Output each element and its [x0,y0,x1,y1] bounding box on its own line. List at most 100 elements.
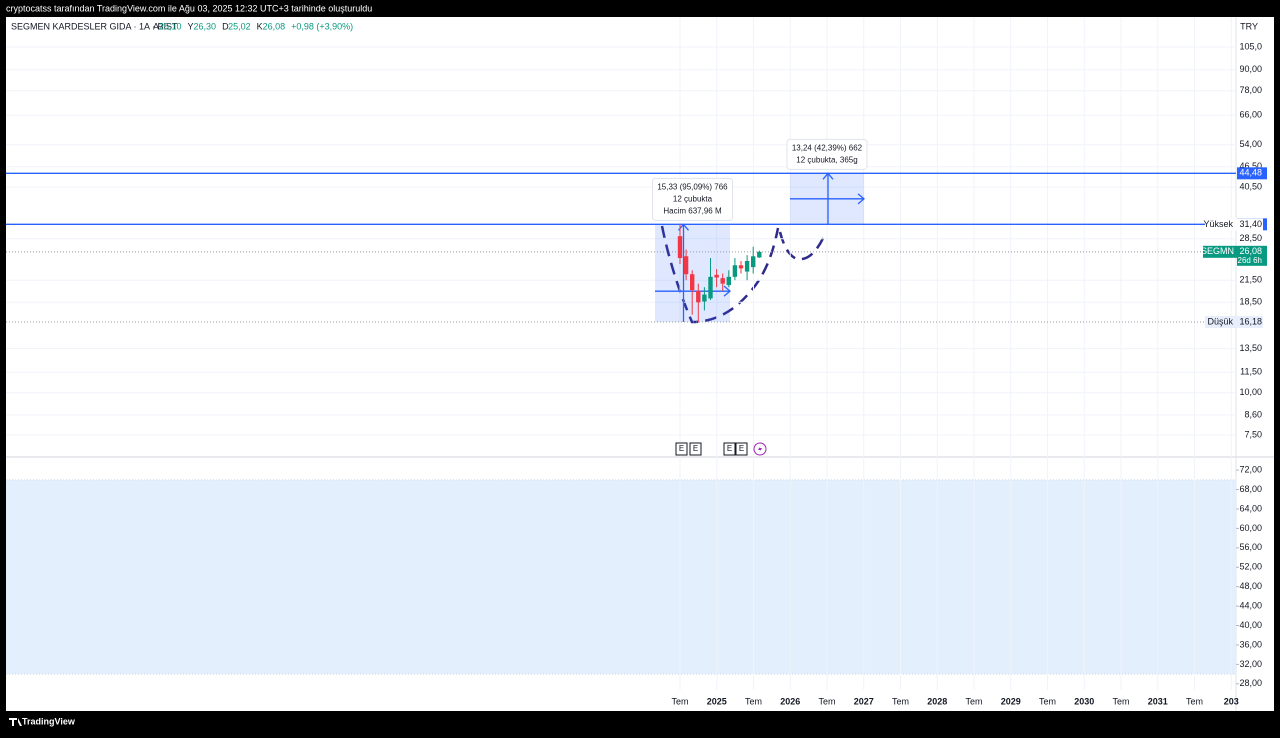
x-tick-label: Tem [1186,696,1203,706]
x-tick-label: 2030 [1074,696,1094,706]
measure-label: 12 çubukta, 365g [796,155,857,164]
x-tick-label: 2025 [707,696,727,706]
y-tick-label: 68,00 [1239,484,1262,494]
y-tick-label: 40,50 [1239,181,1262,191]
y-tick-label: 32,00 [1239,659,1262,669]
y-tick-label: 28,50 [1239,233,1262,243]
x-tick-label: Tem [1112,696,1129,706]
legend-key: Y [188,21,194,31]
attribution: cryptocatss tarafından TradingView.com i… [6,3,372,13]
candle-body [690,274,695,291]
tag-name: Düşük [1207,316,1233,326]
x-tick-label: Tem [965,696,982,706]
candle-body [708,276,713,299]
x-tick-label: Tem [818,696,835,706]
x-tick-label: 2029 [1001,696,1021,706]
y-tick-label: 36,00 [1239,639,1262,649]
event-marker[interactable] [675,442,688,456]
currency: TRY [1240,21,1258,31]
legend-value: 25,02 [228,21,251,31]
measure-label: Hacim 637,96 M [663,206,722,215]
y-tick-label: 8,60 [1244,409,1262,419]
tag-value: 16,18 [1239,316,1262,326]
y-tick-label: 13,50 [1239,343,1262,353]
candle-body [726,276,731,286]
y-tick-label: 90,00 [1239,64,1262,74]
indicator-band [6,479,1236,675]
level-label: 44,48 [1239,168,1262,178]
candle-body [720,278,725,284]
symbol-title: SEGMEN KARDESLER GIDA · 1A · BIST [11,21,178,31]
y-tick-label: 64,00 [1239,503,1262,513]
candle-body [702,294,707,302]
y-tick-label: 52,00 [1239,562,1262,572]
pattern-curve [778,231,828,261]
brand: TradingView [22,716,76,726]
x-tick-label: 2026 [780,696,800,706]
y-tick-label: 54,00 [1239,139,1262,149]
level-tag [1237,167,1267,180]
tag-value: 31,40 [1239,219,1262,229]
y-tick-label: 48,00 [1239,581,1262,591]
event-icon [758,445,762,453]
legend-key: K [257,21,263,31]
legend-key: A [153,21,159,31]
event-label: E [727,444,732,453]
x-tick-label: 203 [1224,696,1239,706]
price-tag [1237,245,1267,266]
measure-label: 15,33 (95,09%) 766 [657,182,728,191]
candle-body [677,236,683,259]
x-tick-label: Tem [671,696,688,706]
x-tick-label: Tem [892,696,909,706]
price-tag [1205,316,1263,329]
countdown: 26d 6h [1238,256,1262,265]
y-tick-label: 10,00 [1239,387,1262,397]
y-tick-label: 40,00 [1239,620,1262,630]
measure-label: 13,24 (42,39%) 662 [792,143,863,152]
x-tick-label: 2028 [927,696,947,706]
y-tick-label: 28,00 [1239,678,1262,688]
y-tick-label: 21,50 [1239,275,1262,285]
y-tick-label: 18,50 [1239,297,1262,307]
tag-name: Yüksek [1203,219,1233,229]
measure-label-box [652,177,733,221]
tag-value: 26,08 [1239,246,1262,256]
x-tick-label: Tem [1039,696,1056,706]
event-marker[interactable] [723,442,736,456]
legend-key: D [222,21,229,31]
candle-body [738,265,744,269]
measure-label: 12 çubukta [673,194,713,203]
legend-value: 25,10 [159,21,182,31]
x-tick-label: Tem [745,696,762,706]
candle-body [683,256,689,275]
price-tag [1205,218,1263,231]
y-tick-label: 11,50 [1240,367,1262,377]
y-tick-label: 46,50 [1239,161,1262,171]
measure-arrow [723,285,732,297]
legend-value: 26,30 [194,21,217,31]
measure-label-box [786,138,868,170]
event-marker[interactable] [689,442,702,456]
y-tick-label: 66,00 [1239,110,1262,120]
candle-body [751,256,756,268]
event-label: E [679,444,684,453]
y-tick-label: 72,00 [1239,464,1262,474]
tag-name: SEGMN [1201,246,1234,256]
candle-body [744,261,750,272]
event-label: E [739,444,744,453]
event-label: E [693,444,698,453]
candle-body [696,290,701,303]
price-tag [1203,245,1237,258]
y-tick-label: 56,00 [1239,542,1262,552]
measure-arrow [857,193,866,205]
x-tick-label: 2027 [854,696,874,706]
event-marker[interactable] [735,442,748,456]
candle-body [714,274,719,278]
y-tick-label: 7,50 [1244,429,1262,439]
x-tick-label: 2031 [1148,696,1168,706]
y-tick-label: 60,00 [1239,523,1262,533]
logo [9,718,22,726]
legend-change: +0,98 (+3,90%) [291,21,353,31]
y-tick-label: 44,00 [1239,600,1262,610]
